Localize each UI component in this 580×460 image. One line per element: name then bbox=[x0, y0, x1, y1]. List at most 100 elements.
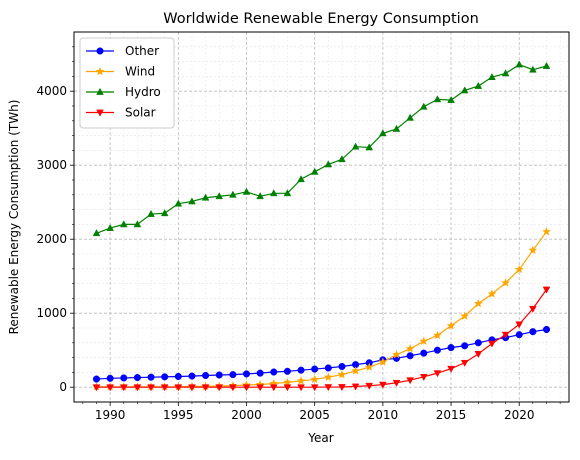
series-hydro bbox=[92, 60, 551, 237]
data-point-other bbox=[406, 352, 414, 360]
data-point-wind bbox=[446, 321, 456, 330]
data-point-solar bbox=[147, 384, 155, 392]
data-point-hydro bbox=[406, 113, 414, 121]
data-point-other bbox=[242, 370, 251, 378]
data-point-hydro bbox=[351, 142, 360, 150]
axes: 0 1000 2000 3000 4000 1990 1995 2000 2005 2010 201… bbox=[36, 46, 561, 422]
data-point-solar bbox=[201, 384, 210, 392]
data-point-hydro bbox=[229, 190, 237, 198]
data-point-wind bbox=[460, 311, 470, 320]
data-point-solar bbox=[419, 373, 428, 381]
data-point-other bbox=[515, 331, 523, 339]
data-point-other bbox=[215, 371, 223, 379]
x-tick-label: 2010 bbox=[368, 408, 399, 422]
data-point-hydro bbox=[269, 189, 278, 197]
data-point-wind bbox=[419, 336, 429, 346]
data-point-wind bbox=[405, 344, 415, 353]
data-point-wind bbox=[364, 362, 374, 372]
data-point-solar bbox=[133, 384, 142, 392]
data-point-other bbox=[283, 367, 291, 375]
data-point-other bbox=[120, 374, 128, 382]
data-point-hydro bbox=[338, 155, 346, 163]
legend-box bbox=[79, 37, 175, 129]
data-point-hydro bbox=[119, 220, 128, 228]
series-line-solar bbox=[96, 289, 547, 388]
y-tick-label: 3000 bbox=[36, 158, 67, 172]
data-point-solar bbox=[188, 384, 196, 392]
data-point-solar bbox=[474, 351, 483, 359]
grid bbox=[74, 32, 569, 402]
data-point-hydro bbox=[379, 129, 387, 137]
data-point-solar bbox=[242, 384, 251, 392]
data-point-hydro bbox=[488, 73, 496, 80]
data-point-solar bbox=[542, 286, 551, 294]
x-tick-label: 2020 bbox=[504, 408, 535, 422]
y-tick-label: 0 bbox=[59, 380, 67, 394]
data-point-solar bbox=[501, 331, 510, 339]
data-point-hydro bbox=[188, 197, 196, 205]
legend-label-other: Other bbox=[125, 44, 159, 58]
data-point-other bbox=[106, 374, 114, 382]
data-point-solar bbox=[119, 384, 128, 392]
data-point-other bbox=[256, 369, 264, 377]
data-point-solar bbox=[174, 384, 183, 392]
legend-marker-solar bbox=[96, 109, 104, 117]
data-point-hydro bbox=[242, 187, 251, 195]
data-point-hydro bbox=[283, 189, 292, 197]
x-tick-label: 2000 bbox=[231, 408, 262, 422]
data-point-solar bbox=[338, 384, 346, 392]
series-wind bbox=[92, 227, 551, 391]
y-axis-label: Renewable Energy Consumption (TWh) bbox=[7, 100, 21, 335]
data-point-solar bbox=[229, 384, 237, 392]
data-point-other bbox=[147, 373, 155, 381]
data-point-other bbox=[311, 365, 319, 373]
data-point-other bbox=[188, 372, 196, 380]
data-point-wind bbox=[392, 349, 401, 359]
data-point-wind bbox=[282, 377, 292, 387]
data-point-other bbox=[529, 328, 537, 336]
data-point-solar bbox=[379, 381, 387, 389]
data-point-other bbox=[229, 371, 237, 379]
data-point-other bbox=[92, 375, 101, 383]
series-line-hydro bbox=[96, 63, 547, 234]
data-point-wind bbox=[310, 374, 320, 384]
data-point-solar bbox=[324, 384, 333, 392]
legend-label-wind: Wind bbox=[125, 65, 155, 79]
data-point-solar bbox=[283, 384, 292, 392]
data-point-wind bbox=[514, 264, 524, 274]
data-point-wind bbox=[487, 289, 497, 298]
data-point-hydro bbox=[106, 223, 114, 231]
legend-label-solar: Solar bbox=[125, 106, 156, 120]
data-point-hydro bbox=[542, 61, 551, 69]
data-point-solar bbox=[515, 321, 524, 329]
data-point-solar bbox=[529, 305, 537, 313]
legend-marker-other bbox=[96, 47, 104, 55]
data-point-hydro bbox=[460, 86, 469, 94]
data-point-hydro bbox=[515, 60, 524, 68]
data-point-solar bbox=[447, 365, 455, 373]
x-tick-label: 1995 bbox=[163, 408, 194, 422]
data-point-other bbox=[338, 362, 346, 371]
data-point-solar bbox=[92, 384, 101, 392]
data-point-solar bbox=[406, 377, 414, 385]
data-point-wind bbox=[432, 330, 442, 340]
data-point-wind bbox=[473, 298, 483, 308]
y-tick-label: 2000 bbox=[36, 232, 67, 246]
data-point-solar bbox=[256, 384, 264, 392]
legend-label-hydro: Hydro bbox=[125, 85, 161, 99]
data-point-hydro bbox=[133, 220, 142, 228]
series-other bbox=[92, 325, 551, 383]
data-point-other bbox=[161, 373, 169, 381]
data-point-hydro bbox=[297, 175, 305, 183]
data-point-hydro bbox=[92, 229, 101, 237]
series-solar bbox=[92, 286, 551, 392]
data-point-wind bbox=[337, 369, 347, 379]
y-tick-label: 4000 bbox=[36, 84, 67, 98]
data-point-solar bbox=[365, 382, 374, 390]
data-point-solar bbox=[160, 384, 169, 392]
data-point-solar bbox=[297, 384, 305, 392]
data-point-wind bbox=[323, 372, 333, 382]
data-point-other bbox=[474, 339, 482, 347]
